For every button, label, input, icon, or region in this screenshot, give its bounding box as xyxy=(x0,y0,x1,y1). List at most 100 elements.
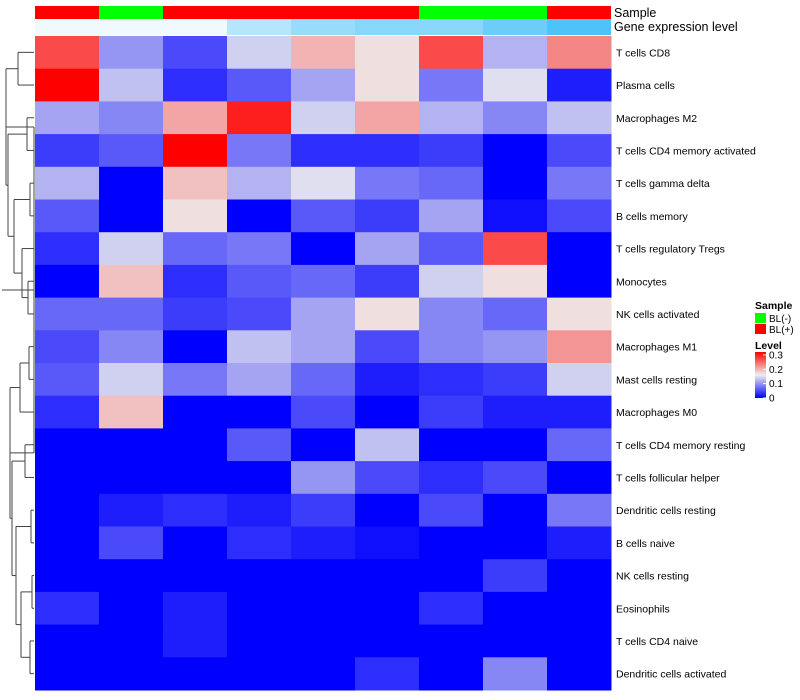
sample-annotation-cell xyxy=(99,6,163,19)
heatmap-cell xyxy=(163,559,228,593)
heatmap-cell xyxy=(483,68,548,102)
heatmap-cell xyxy=(35,559,100,593)
heatmap-cell xyxy=(483,428,548,462)
row-label: Eosinophils xyxy=(616,603,670,615)
heatmap-cell xyxy=(355,232,420,266)
heatmap-cell xyxy=(99,134,164,168)
heatmap-cell xyxy=(483,330,548,364)
heatmap-cell xyxy=(419,264,484,299)
heatmap-cell xyxy=(419,624,484,658)
heatmap-cell xyxy=(99,68,164,102)
heatmap-cell xyxy=(419,166,484,200)
gene-expression-annotation-cell xyxy=(35,19,99,35)
heatmap-cell xyxy=(419,428,484,462)
heatmap-cell xyxy=(99,428,164,462)
sample-annotation-cell xyxy=(355,6,419,19)
sample-annotation-cell xyxy=(419,6,483,19)
level-tick-label: 0.1 xyxy=(769,379,783,390)
heatmap-cell xyxy=(99,395,164,429)
heatmap-cell xyxy=(163,134,228,168)
heatmap-cell xyxy=(483,199,548,233)
heatmap-cell xyxy=(163,363,228,397)
heatmap-cell xyxy=(547,624,612,658)
heatmap-cell xyxy=(35,264,100,299)
heatmap-cell xyxy=(355,591,420,626)
heatmap-cell xyxy=(163,526,228,560)
heatmap-cell xyxy=(419,232,484,266)
heatmap-cell xyxy=(163,330,228,364)
sample-legend-label-bl-neg: BL(-) xyxy=(769,314,791,325)
heatmap-cell xyxy=(227,591,292,626)
heatmap-cell xyxy=(419,134,484,168)
heatmap-cell xyxy=(483,559,548,593)
heatmap-cell xyxy=(419,493,484,527)
row-label: B cells memory xyxy=(616,211,689,223)
gene-expression-annotation-cell xyxy=(483,19,547,35)
heatmap-cell xyxy=(419,657,484,691)
heatmap-cell xyxy=(419,330,484,364)
heatmap-cell xyxy=(355,559,420,593)
heatmap-cell xyxy=(99,36,164,70)
heatmap-cell xyxy=(419,101,484,135)
heatmap-cell xyxy=(483,526,548,560)
sample-annotation-cell xyxy=(291,6,355,19)
heatmap-cell xyxy=(547,363,612,397)
sample-annotation-cell xyxy=(547,6,611,19)
level-colorbar: 0 0.1 0.2 0.3 xyxy=(755,350,783,405)
heatmap-cell xyxy=(99,232,164,266)
row-labels: T cells CD8 Plasma cells Macrophages M2 T c… xyxy=(616,47,756,680)
sample-legend-title: Sample xyxy=(755,300,793,312)
heatmap-cell xyxy=(291,297,356,331)
heatmap-cell xyxy=(547,134,612,168)
heatmap-cells xyxy=(35,36,612,691)
heatmap-cell xyxy=(547,657,612,691)
heatmap-cell xyxy=(419,526,484,560)
heatmap-cell xyxy=(35,68,100,102)
sample-legend-label-bl-pos: BL(+) xyxy=(769,325,794,336)
heatmap-cell xyxy=(163,624,228,658)
gene-expression-annotation-cell xyxy=(291,19,355,35)
heatmap-cell xyxy=(227,36,292,70)
heatmap-cell xyxy=(291,330,356,364)
heatmap-cell xyxy=(483,36,548,70)
heatmap-cell xyxy=(227,330,292,364)
heatmap-cell xyxy=(227,297,292,331)
heatmap-cell xyxy=(355,657,420,691)
heatmap-cell xyxy=(99,101,164,135)
heatmap-cell xyxy=(355,461,420,495)
heatmap-cell xyxy=(547,461,612,495)
heatmap-cell xyxy=(291,461,356,495)
heatmap-cell xyxy=(291,68,356,102)
row-dendrogram xyxy=(2,51,35,675)
heatmap-cell xyxy=(163,591,228,626)
heatmap-cell xyxy=(547,591,612,626)
sample-annotation-label: Sample xyxy=(614,6,656,20)
heatmap-cell xyxy=(35,461,100,495)
heatmap-cell xyxy=(547,559,612,593)
heatmap-cell xyxy=(227,101,292,135)
row-label: Dendritic cells resting xyxy=(616,505,716,517)
heatmap-cell xyxy=(547,297,612,331)
heatmap-cell xyxy=(99,461,164,495)
heatmap-cell xyxy=(99,166,164,200)
heatmap-cell xyxy=(35,232,100,266)
row-label: T cells gamma delta xyxy=(616,178,710,190)
heatmap-cell xyxy=(291,428,356,462)
row-label: Monocytes xyxy=(616,276,667,288)
heatmap-cell xyxy=(227,134,292,168)
heatmap-cell xyxy=(163,395,228,429)
heatmap-cell xyxy=(291,264,356,299)
heatmap-cell xyxy=(483,657,548,691)
heatmap-cell xyxy=(291,101,356,135)
heatmap-cell xyxy=(163,264,228,299)
heatmap-cell xyxy=(163,493,228,527)
heatmap-cell xyxy=(355,134,420,168)
heatmap-cell xyxy=(227,232,292,266)
level-legend-title: Level xyxy=(755,340,782,352)
heatmap-cell xyxy=(547,330,612,364)
heatmap-cell xyxy=(483,493,548,527)
heatmap-cell xyxy=(99,526,164,560)
heatmap-cell xyxy=(355,101,420,135)
heatmap-cell xyxy=(483,395,548,429)
heatmap-cell xyxy=(483,101,548,135)
